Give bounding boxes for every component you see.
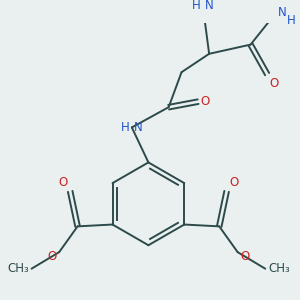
Text: O: O: [47, 250, 56, 263]
Text: H: H: [192, 0, 201, 11]
Text: O: O: [230, 176, 238, 189]
Text: O: O: [269, 77, 278, 90]
Text: CH₃: CH₃: [7, 262, 29, 275]
Text: CH₃: CH₃: [268, 262, 290, 275]
Text: N: N: [205, 0, 213, 11]
Text: H: H: [121, 121, 130, 134]
Text: O: O: [58, 176, 68, 189]
Text: N: N: [134, 121, 142, 134]
Text: O: O: [240, 250, 250, 263]
Text: H: H: [287, 14, 296, 27]
Text: O: O: [200, 95, 209, 108]
Text: N: N: [278, 6, 287, 19]
